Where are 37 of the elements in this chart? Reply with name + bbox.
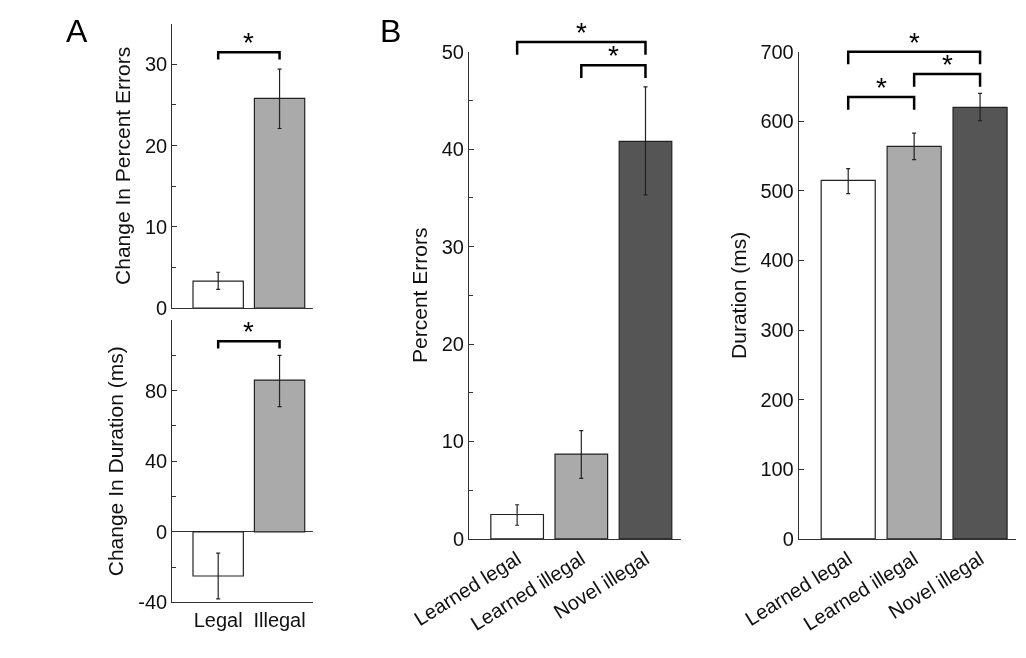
y-tick-label: -40 bbox=[138, 591, 168, 614]
x-tick-label: Illegal bbox=[253, 609, 306, 632]
y-tick-label: 10 bbox=[441, 430, 465, 453]
y-tick-label: 100 bbox=[760, 458, 794, 481]
y-tick-label: 500 bbox=[760, 179, 794, 202]
y-axis-title: Change In Duration (ms) bbox=[104, 346, 128, 577]
y-tick-label: 30 bbox=[144, 53, 168, 76]
annotation: * bbox=[608, 40, 619, 71]
y-tick-label: 10 bbox=[144, 215, 168, 238]
y-tick-label: 80 bbox=[144, 379, 168, 402]
annotation: * bbox=[243, 316, 254, 347]
annotation: * bbox=[942, 49, 953, 80]
y-tick-label: 400 bbox=[760, 249, 794, 272]
y-tick-label: 20 bbox=[441, 333, 465, 356]
annotation: * bbox=[909, 27, 920, 58]
y-tick-label: 20 bbox=[144, 134, 168, 157]
y-tick-label: 0 bbox=[782, 527, 794, 550]
y-axis-title: Change In Percent Errors bbox=[111, 46, 135, 285]
annotation: * bbox=[876, 72, 887, 103]
y-tick-label: 30 bbox=[441, 235, 465, 258]
x-tick-label: Legal bbox=[193, 609, 243, 632]
y-tick-label: 300 bbox=[760, 319, 794, 342]
y-axis-title: Percent Errors bbox=[407, 227, 431, 363]
y-tick-label: 600 bbox=[760, 110, 794, 133]
y-tick-label: 40 bbox=[144, 450, 168, 473]
y-tick-label: 40 bbox=[441, 138, 465, 161]
y-tick-label: 200 bbox=[760, 388, 794, 411]
y-tick-label: 0 bbox=[156, 297, 168, 320]
chart-title: B bbox=[380, 13, 402, 49]
text: * bbox=[576, 17, 587, 48]
y-tick-label: 0 bbox=[452, 527, 465, 550]
y-axis-title: Duration (ms) bbox=[726, 231, 750, 359]
chart-title: A bbox=[66, 13, 88, 49]
y-tick-label: 700 bbox=[760, 40, 794, 63]
y-tick-label: 0 bbox=[156, 520, 168, 543]
annotation: * bbox=[243, 27, 254, 58]
y-tick-label: 50 bbox=[441, 40, 465, 63]
